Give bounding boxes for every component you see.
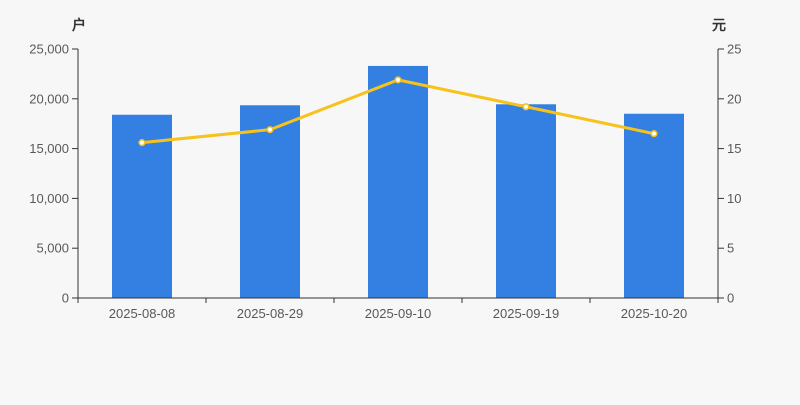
x-axis-category-label: 2025-09-10 <box>365 306 432 321</box>
line-series-group <box>138 76 658 147</box>
bar[interactable] <box>368 65 428 298</box>
bar[interactable] <box>240 105 300 298</box>
left-axis-tick-label: 10,000 <box>29 191 69 206</box>
right-axis-tick-label: 20 <box>727 91 741 106</box>
left-axis-title: 户 <box>72 17 86 33</box>
x-axis-category-label: 2025-09-19 <box>493 306 560 321</box>
right-axis-tick-label: 10 <box>727 191 741 206</box>
right-axis-tick-label: 15 <box>727 141 741 156</box>
right-axis-tick-label: 0 <box>727 291 734 306</box>
bar-series-group <box>112 65 684 299</box>
bar[interactable] <box>624 113 684 299</box>
line-marker[interactable] <box>650 130 658 138</box>
left-axis-tick-label: 20,000 <box>29 91 69 106</box>
left-axis-tick-label: 5,000 <box>36 241 69 256</box>
left-axis-tick-label: 15,000 <box>29 141 69 156</box>
x-axis-category-label: 2025-08-29 <box>237 306 304 321</box>
left-axis-tick-label: 0 <box>62 291 69 306</box>
left-axis-tick-label: 25,000 <box>29 42 69 57</box>
line-marker[interactable] <box>522 103 530 111</box>
line-marker[interactable] <box>266 126 274 134</box>
right-axis-title: 元 <box>712 17 726 33</box>
axis-labels-group: 05,00010,00015,00020,00025,0000510152025… <box>29 42 741 322</box>
x-axis-category-label: 2025-08-08 <box>109 306 176 321</box>
x-axis-category-label: 2025-10-20 <box>621 306 688 321</box>
line-marker[interactable] <box>394 76 402 84</box>
axes-group <box>72 48 724 303</box>
right-axis-tick-label: 5 <box>727 241 734 256</box>
bar[interactable] <box>496 104 556 298</box>
line-marker[interactable] <box>138 139 146 147</box>
right-axis-tick-label: 25 <box>727 42 741 57</box>
